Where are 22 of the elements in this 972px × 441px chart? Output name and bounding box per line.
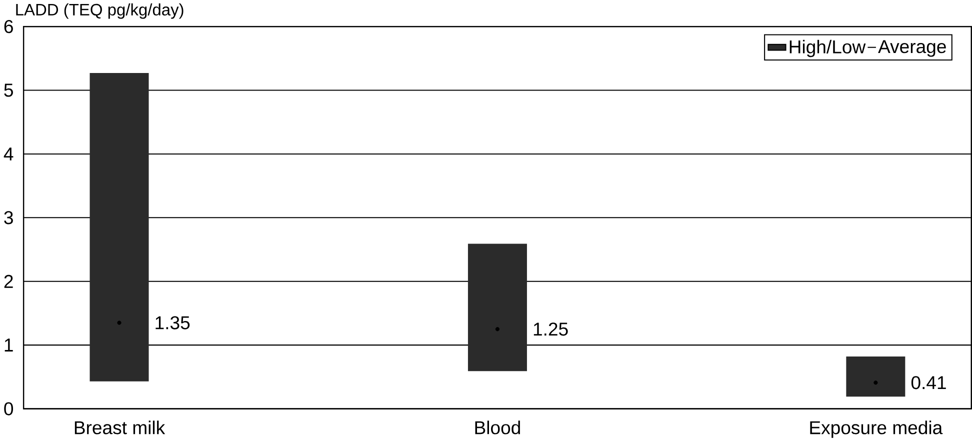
y-tick-label: 6 [4, 20, 13, 33]
bar [846, 356, 906, 396]
y-tick-label: 5 [4, 84, 13, 97]
data-label: 1.25 [534, 322, 568, 336]
y-tick-label: 1 [4, 338, 13, 352]
point [495, 326, 500, 332]
y-tick-label: 2 [4, 274, 13, 288]
data-label: 0.41 [911, 376, 946, 390]
legend-label: Average [878, 40, 946, 57]
x-tick-label: Breast milk [74, 420, 166, 434]
x-tick-label: Exposure media [810, 420, 943, 438]
y-tick-label: 0 [4, 402, 14, 416]
data-label: 1.35 [156, 316, 190, 330]
y-tick-label: 4 [4, 147, 14, 160]
bar [90, 72, 149, 382]
y-axis-title: LADD (TEQ pg/kg/day) [16, 3, 184, 19]
x-tick-label: Blood [475, 420, 520, 434]
point [874, 380, 878, 385]
point [117, 320, 122, 325]
y-tick-label: 3 [4, 210, 13, 224]
bar [468, 244, 527, 372]
legend-label: High/Low [790, 40, 866, 57]
